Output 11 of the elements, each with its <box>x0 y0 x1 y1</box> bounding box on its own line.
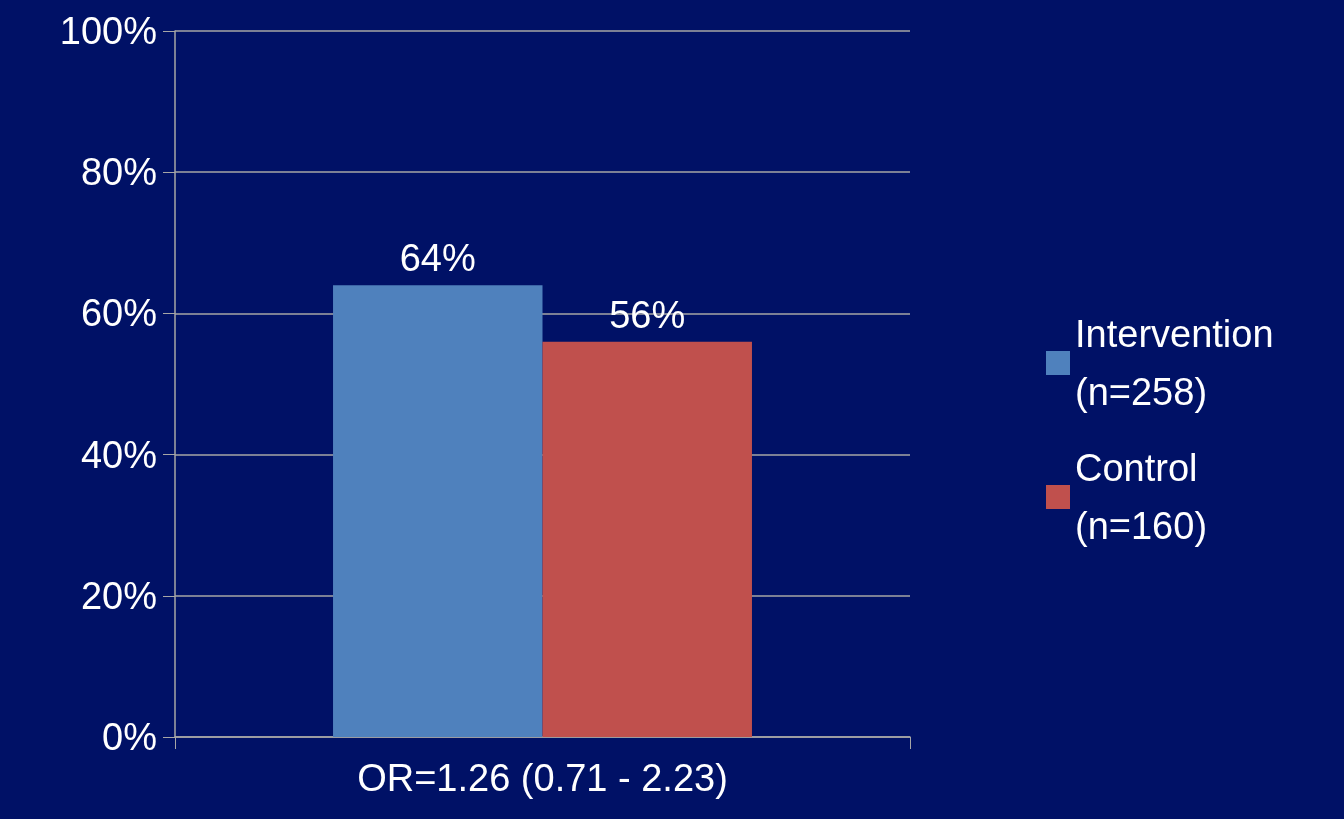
y-tick-label: 60% <box>80 292 157 335</box>
data-label: 56% <box>609 293 686 336</box>
data-label: 64% <box>399 237 476 280</box>
y-tick-label: 20% <box>80 574 157 617</box>
y-tick-label: 40% <box>80 433 157 476</box>
y-tick-label: 0% <box>102 716 157 758</box>
x-tick-label: OR=1.26 (0.71 - 2.23) <box>357 757 728 799</box>
y-tick-label: 80% <box>80 151 157 194</box>
y-tick-label: 100% <box>59 10 157 52</box>
legend-label: Intervention (n=258) <box>1075 313 1285 413</box>
legend-label: Control (n=160) <box>1075 447 1209 547</box>
